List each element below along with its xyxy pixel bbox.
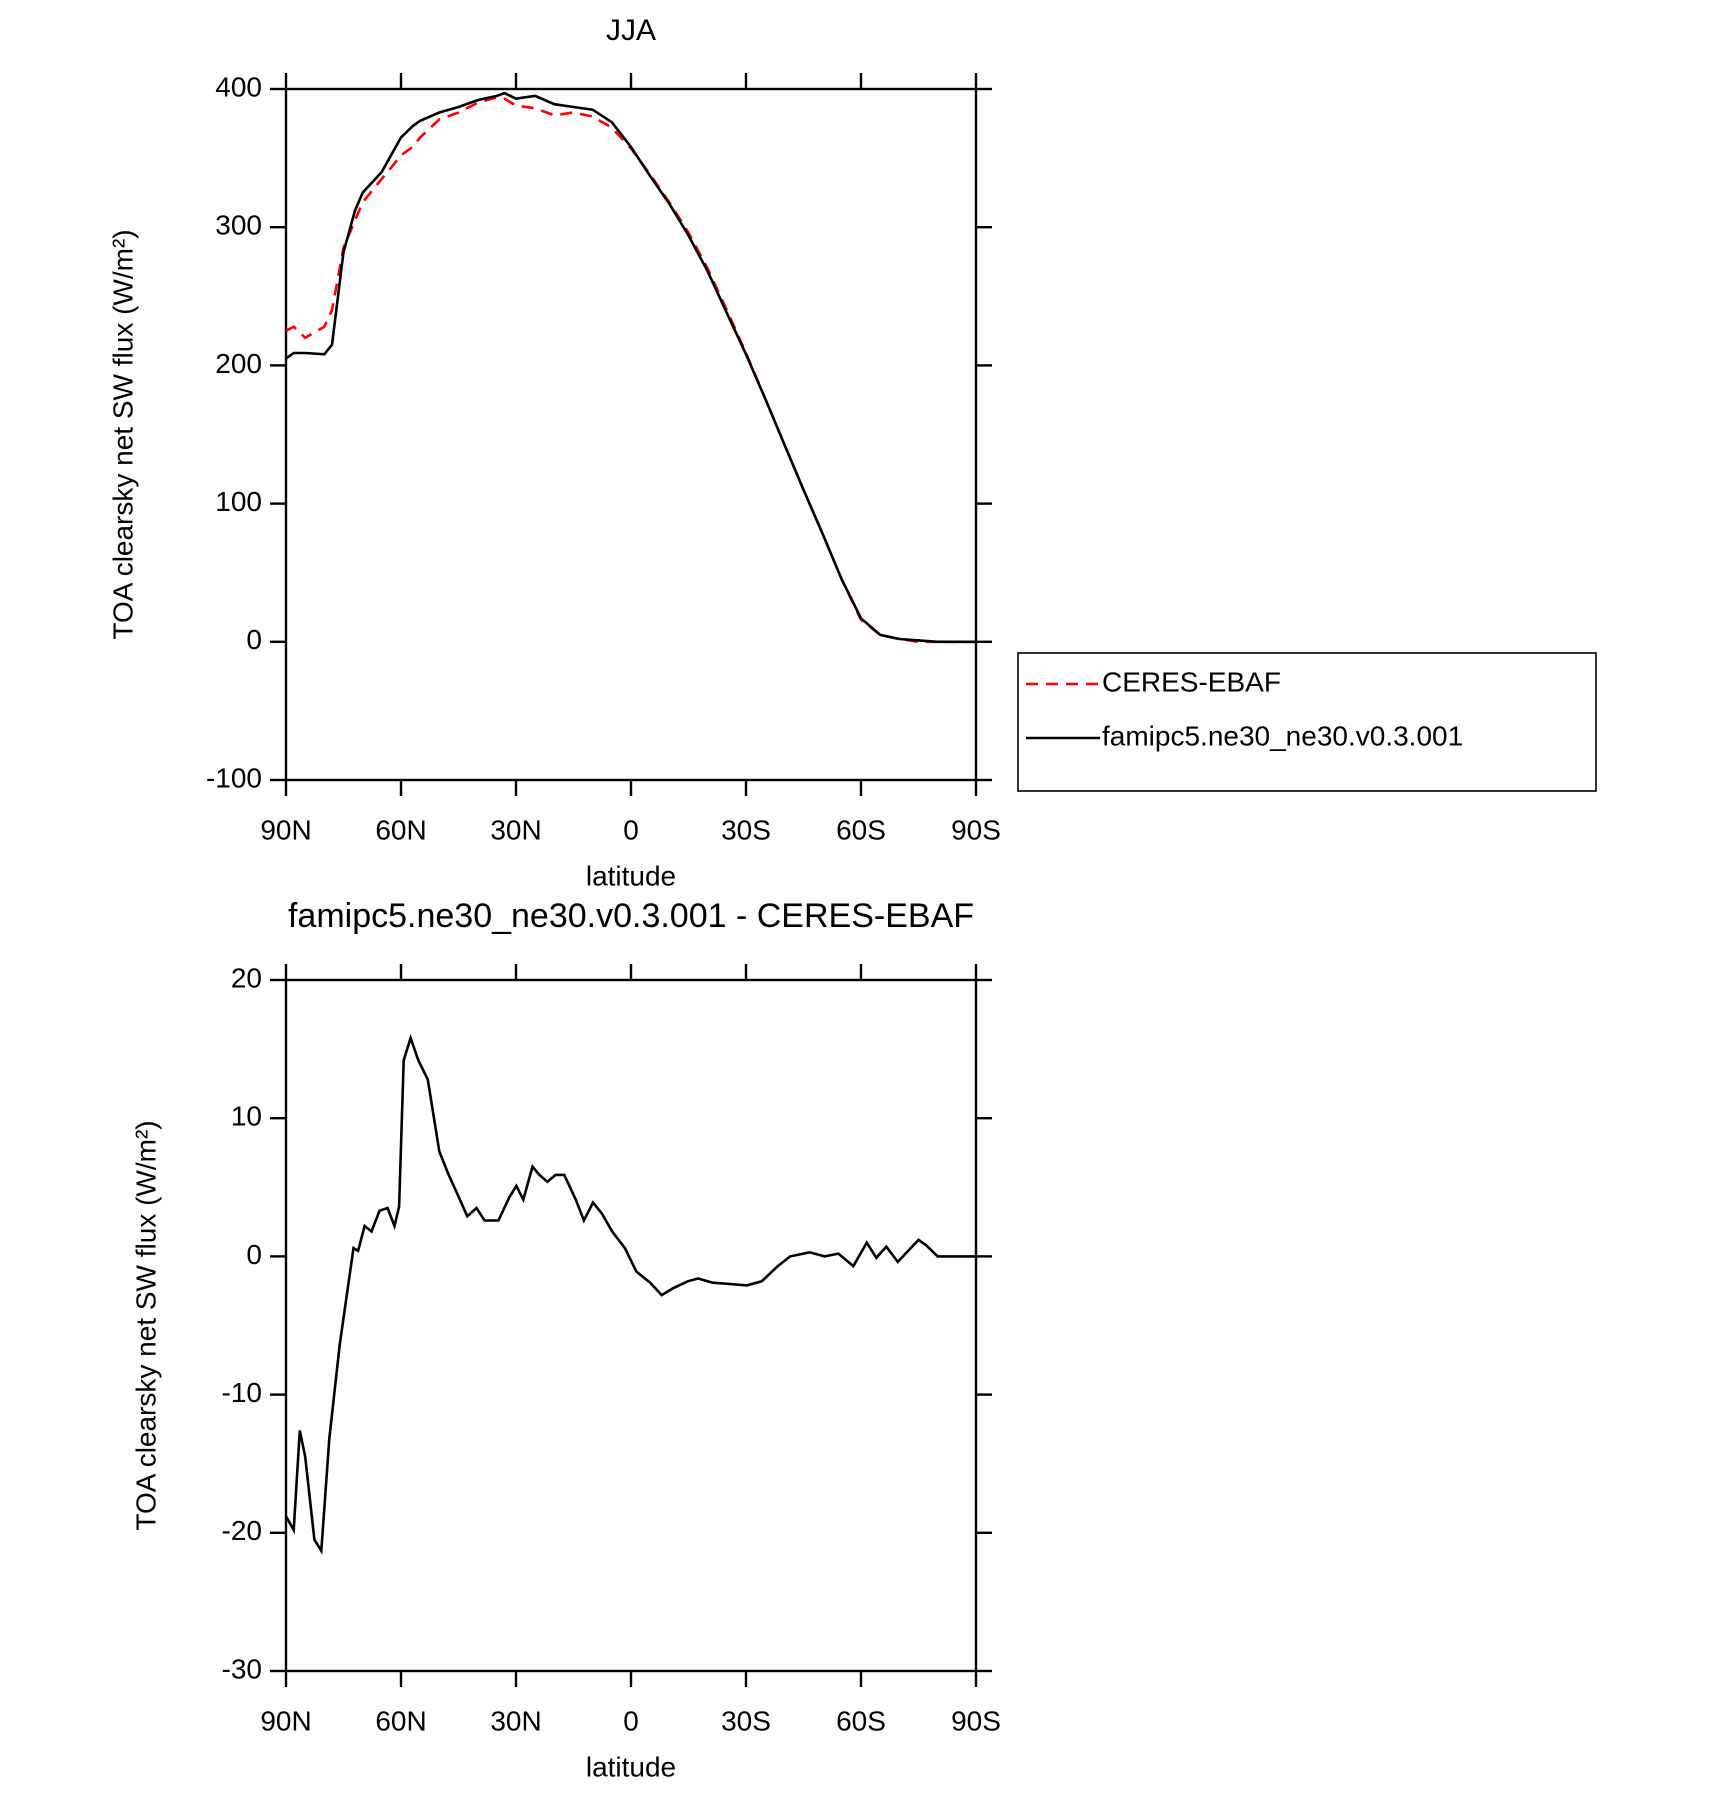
x-tick-label: 0 xyxy=(623,1705,639,1736)
y-tick-label: 20 xyxy=(231,962,262,993)
line-series xyxy=(284,1033,976,1555)
x-tick-label: 0 xyxy=(623,814,639,845)
chart-title: famipc5.ne30_ne30.v0.3.001 - CERES-EBAF xyxy=(288,897,974,935)
plot-frame xyxy=(284,978,978,1673)
chart-title: JJA xyxy=(606,14,656,47)
legend-label: famipc5.ne30_ne30.v0.3.001 xyxy=(1102,720,1463,751)
x-axis-label: latitude xyxy=(586,860,676,891)
x-tick-label: 60S xyxy=(836,1705,886,1736)
y-axis-label: TOA clearsky net SW flux (W/m²) xyxy=(130,1120,161,1530)
y-tick-label: -10 xyxy=(222,1377,262,1408)
x-tick-label: 60N xyxy=(375,1705,426,1736)
y-axis-label: TOA clearsky net SW flux (W/m²) xyxy=(107,229,138,639)
plot-frame xyxy=(284,87,978,782)
x-tick-label: 30N xyxy=(490,814,541,845)
y-tick-label: -30 xyxy=(222,1653,262,1684)
y-tick-label: 400 xyxy=(215,71,262,102)
line-series xyxy=(285,91,976,644)
x-tick-label: 30S xyxy=(721,1705,771,1736)
y-tick-label: 10 xyxy=(231,1101,262,1132)
x-tick-label: 90N xyxy=(260,1705,311,1736)
x-tick-label: 90S xyxy=(951,814,1001,845)
line-series xyxy=(285,95,976,644)
y-tick-label: 200 xyxy=(215,348,262,379)
x-tick-label: 90S xyxy=(951,1705,1001,1736)
legend-label: CERES-EBAF xyxy=(1102,666,1281,697)
y-tick-label: -100 xyxy=(206,762,262,793)
x-tick-label: 90N xyxy=(260,814,311,845)
x-tick-label: 30S xyxy=(721,814,771,845)
x-axis-label: latitude xyxy=(586,1751,676,1782)
y-tick-label: -20 xyxy=(222,1515,262,1546)
x-tick-label: 60S xyxy=(836,814,886,845)
legend-box xyxy=(1017,652,1597,792)
x-tick-label: 30N xyxy=(490,1705,541,1736)
y-tick-label: 0 xyxy=(246,1239,262,1270)
x-tick-label: 60N xyxy=(375,814,426,845)
y-tick-label: 300 xyxy=(215,210,262,241)
y-tick-label: 0 xyxy=(246,624,262,655)
y-tick-label: 100 xyxy=(215,486,262,517)
